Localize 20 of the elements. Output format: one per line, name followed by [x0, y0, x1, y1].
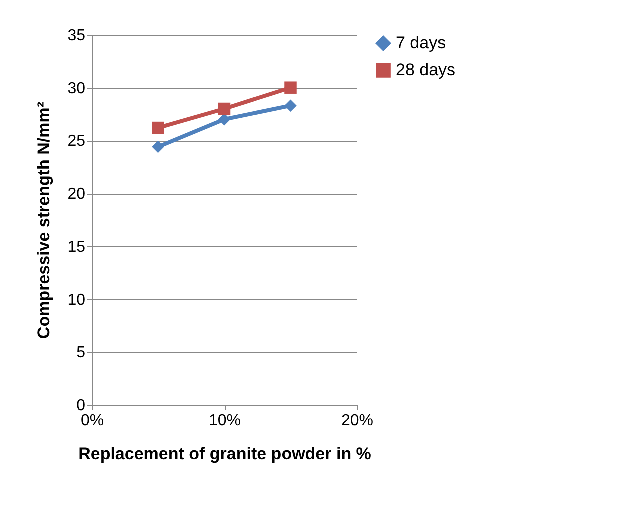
y-tick-label: 20	[68, 186, 86, 204]
x-tick-label: 0%	[80, 412, 104, 430]
point	[284, 100, 297, 112]
y-axis-title: Compressive strength N/mm²	[34, 102, 54, 340]
point	[284, 82, 297, 94]
y-tick-label: 25	[68, 133, 86, 150]
legend-label: 7 days	[396, 34, 446, 52]
x-tick-label: 10%	[208, 412, 242, 430]
y-tick-label: 30	[68, 80, 86, 98]
x-axis-title: Replacement of granite powder in %	[78, 444, 372, 464]
y-tick-label: 15	[68, 238, 86, 256]
point	[218, 102, 231, 116]
x-tick-label: 20%	[341, 412, 374, 430]
point	[152, 140, 164, 154]
y-tick-label: 5	[76, 344, 86, 362]
y-tick-label: 10	[68, 292, 86, 309]
point	[152, 122, 164, 134]
y-tick-label: 35	[68, 28, 86, 44]
y-tick-label: 0	[76, 398, 86, 414]
legend-label: 28 days	[396, 60, 456, 80]
